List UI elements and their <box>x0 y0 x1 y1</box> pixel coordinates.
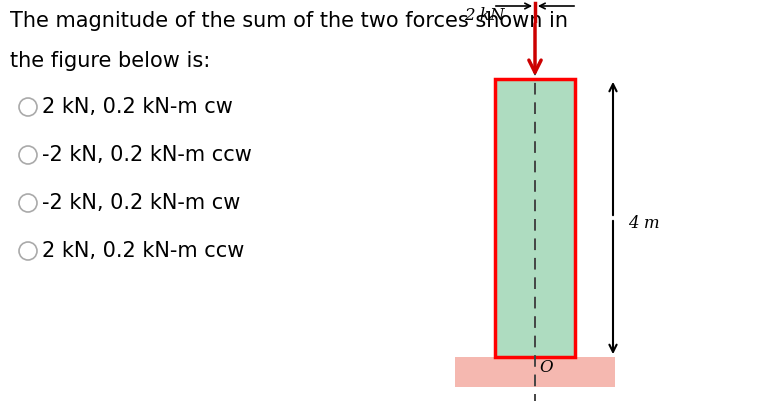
Text: 0.1 m: 0.1 m <box>575 0 618 3</box>
Bar <box>495 79 575 357</box>
Bar <box>455 357 615 387</box>
Text: The magnitude of the sum of the two forces shown in: The magnitude of the sum of the two forc… <box>10 11 568 31</box>
Text: 2 kN, 0.2 kN-m ccw: 2 kN, 0.2 kN-m ccw <box>42 241 245 261</box>
Text: -2 kN, 0.2 kN-m cw: -2 kN, 0.2 kN-m cw <box>42 193 240 213</box>
Text: -2 kN, 0.2 kN-m ccw: -2 kN, 0.2 kN-m ccw <box>42 145 252 165</box>
Text: 2 kN, 0.2 kN-m cw: 2 kN, 0.2 kN-m cw <box>42 97 233 117</box>
Text: O: O <box>539 359 552 376</box>
Text: the figure below is:: the figure below is: <box>10 51 211 71</box>
Text: 4 m: 4 m <box>628 214 660 231</box>
Text: 2 kN: 2 kN <box>465 7 505 23</box>
